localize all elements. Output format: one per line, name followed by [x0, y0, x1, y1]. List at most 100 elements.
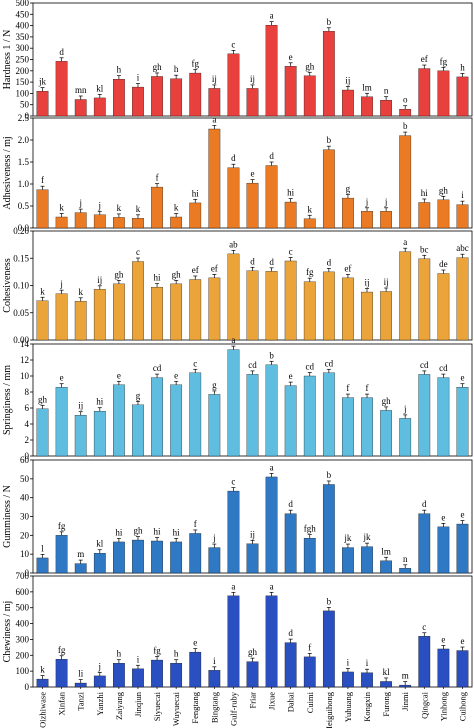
panel-6: 0 100 200 300 400 500 600 700 Chewiness / mj k fg l…: [2, 571, 473, 692]
bar-fengtang: [189, 202, 202, 229]
significance-letter: gh: [248, 647, 258, 657]
y-tick-label: 400: [16, 619, 30, 629]
significance-letter: gh: [153, 62, 163, 72]
significance-letter: h: [117, 65, 122, 75]
bar-gulf-ruby: [227, 349, 240, 457]
bar-gulf-ruby: [227, 490, 240, 574]
y-tick-label: 0.15: [13, 253, 29, 263]
bar-oizhiwase: [36, 408, 49, 457]
y-tick-label: 14: [20, 339, 30, 349]
bar-yinhong: [437, 648, 450, 688]
bar-meiguihong: [322, 372, 335, 457]
bar-furong: [380, 410, 392, 457]
y-tick-label: 600: [16, 587, 30, 597]
y-tick-label: 0: [25, 451, 30, 461]
y-tick-label: 8: [25, 387, 30, 397]
y-tick-label: 0.0: [18, 223, 30, 233]
y-tick-label: 450: [16, 9, 30, 19]
bar-qingcai: [418, 258, 431, 341]
significance-letter: b: [269, 350, 274, 360]
bar-wuyuecai: [170, 663, 183, 688]
bar-wuyuecai: [170, 384, 183, 457]
bar-jixue: [265, 165, 278, 229]
significance-letter: f: [194, 519, 197, 529]
significance-letter: hi: [96, 397, 104, 407]
significance-letter: d: [250, 256, 255, 266]
significance-letter: j: [98, 661, 102, 671]
significance-letter: h: [174, 64, 179, 74]
bar-jixue: [265, 476, 278, 574]
bar-jinmi: [399, 109, 412, 117]
bar-meiguihong: [322, 149, 335, 229]
bar-cuimi: [303, 538, 316, 574]
bar-qingcai: [418, 68, 431, 117]
bar-siyuecai: [151, 659, 163, 688]
y-axis-label: Springiness / mm: [2, 365, 13, 435]
y-tick-label: 2: [25, 435, 30, 445]
y-tick-label: 10: [20, 371, 30, 381]
bar-tanzi: [74, 212, 87, 229]
y-axis-label: Hardness 1 / N: [2, 30, 13, 90]
significance-letter: ef: [192, 265, 199, 275]
significance-letter: kl: [96, 83, 104, 93]
bar-gulf-ruby: [227, 253, 240, 341]
y-tick-label: 0.20: [13, 226, 29, 236]
y-tick-label: 300: [16, 43, 30, 53]
significance-letter: cd: [153, 363, 162, 373]
significance-letter: e: [174, 370, 178, 380]
x-tick-label: Jixue: [267, 692, 277, 710]
significance-letter: hi: [115, 527, 123, 537]
significance-letter: e: [441, 512, 445, 522]
bar-jinmi: [399, 418, 412, 457]
significance-letter: k: [40, 286, 45, 296]
significance-letter: ij: [97, 275, 102, 285]
bar-siyuecai: [151, 540, 163, 574]
bar-jinmi: [399, 568, 412, 574]
bar-meiguihong: [322, 31, 335, 117]
significance-letter: hi: [173, 527, 181, 537]
bar-meiguihong: [322, 484, 335, 574]
bar-cuimi: [303, 75, 316, 117]
significance-letter: d: [269, 151, 274, 161]
bar-xinfan: [55, 659, 68, 688]
significance-letter: ij: [250, 529, 255, 539]
bar-yanzhi: [93, 289, 106, 341]
significance-letter: e: [460, 510, 464, 520]
bar-yinhong: [437, 199, 450, 229]
significance-letter: gh: [439, 185, 449, 195]
significance-letter: kl: [383, 667, 391, 677]
significance-letter: hi: [421, 188, 429, 198]
significance-letter: fg: [58, 521, 66, 531]
significance-letter: f: [308, 642, 311, 652]
significance-letter: fg: [153, 646, 161, 656]
bar-jinmi: [399, 684, 412, 688]
x-tick-label: Yanzhi: [95, 691, 105, 715]
significance-letter: g: [136, 390, 141, 400]
bar-furong: [380, 681, 392, 688]
bar-yuhuang: [342, 89, 354, 117]
significance-letter: k: [174, 203, 179, 213]
bar-gulf-ruby: [227, 595, 240, 688]
y-tick-label: 400: [16, 21, 30, 31]
significance-letter: d: [288, 628, 293, 638]
significance-letter: e: [289, 52, 293, 62]
y-tick-label: 350: [16, 32, 30, 42]
bar-zaiyang: [113, 217, 125, 229]
y-tick-label: 1.5: [18, 157, 30, 167]
x-tick-label: Yinhong: [438, 691, 448, 721]
bar-furong: [380, 560, 392, 574]
bar-jixue: [265, 364, 278, 457]
bar-friar: [246, 270, 259, 341]
bar-kongxin: [361, 211, 373, 229]
significance-letter: d: [327, 257, 332, 267]
significance-letter: k: [136, 204, 141, 214]
x-tick-label: Oizhiwase: [38, 692, 48, 728]
significance-letter: a: [270, 581, 274, 591]
x-tick-label: Friar: [248, 692, 258, 709]
bar-cuihong: [456, 387, 469, 457]
y-tick-label: 0: [25, 568, 30, 578]
significance-letter: k: [78, 287, 83, 297]
significance-letter: e: [193, 638, 197, 648]
significance-letter: i: [137, 73, 140, 83]
